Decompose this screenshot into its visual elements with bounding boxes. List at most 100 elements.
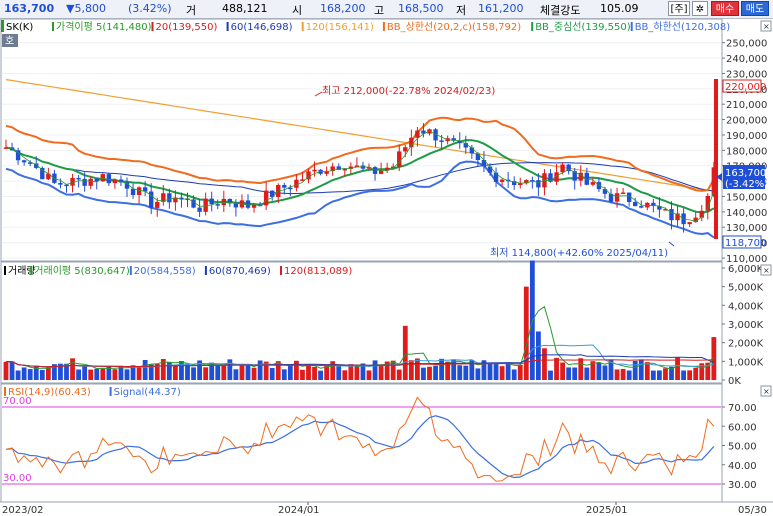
volume-tick-label: 0K (728, 376, 741, 387)
candle-body (336, 166, 341, 170)
candle-body (608, 193, 614, 202)
volume-bar (602, 365, 608, 380)
volume-bar (336, 366, 342, 380)
candle-body (64, 184, 69, 187)
candle-body (505, 179, 511, 182)
candle-body (633, 202, 638, 207)
candle-body (221, 198, 226, 206)
candle-body (457, 140, 462, 144)
close-icon: × (763, 266, 770, 275)
candle-body (294, 179, 299, 188)
high-label: 고 (374, 4, 385, 17)
legend-swatch (30, 266, 33, 275)
volume-bar (560, 362, 565, 380)
period-button[interactable]: [주] (668, 1, 690, 16)
candle-body (300, 179, 305, 181)
volume-bar (433, 365, 438, 380)
volume-bar (106, 366, 112, 380)
legend-entry: BB_하한선(120,308) (635, 20, 731, 33)
volume-bar (15, 370, 21, 380)
sell-button[interactable]: 매도 (741, 1, 769, 16)
candle-body (94, 178, 99, 182)
low-value: 161,200 (478, 2, 524, 15)
volume-bar (487, 363, 493, 380)
low-label: 저 (456, 4, 467, 17)
legend-swatch (4, 387, 6, 396)
volume-bar (251, 367, 257, 380)
x-label-start: 2023/02 (2, 505, 44, 516)
volume-bar (693, 367, 699, 380)
close-icon: × (763, 387, 770, 396)
quote-bar: 163,700 ▼5,800 (3.42%) 거 488,121 시 168,2… (0, 0, 773, 19)
volume-tick-label: 1,000K (728, 357, 764, 368)
candle-body (82, 178, 87, 186)
volume-bar (608, 359, 614, 380)
volume-bar (366, 370, 372, 380)
high-value: 168,500 (398, 2, 444, 15)
open-label: 시 (292, 4, 303, 17)
buy-button[interactable]: 매수 (711, 1, 739, 16)
volume-bar (378, 365, 384, 380)
volume-bar (324, 364, 330, 380)
candle-body (699, 210, 704, 218)
candle-body (536, 180, 541, 188)
volume-tick-label: 6,000K (728, 264, 764, 275)
candle-body (149, 191, 154, 208)
candle-body (112, 179, 118, 184)
volume-bar (76, 369, 81, 380)
volume-bar (517, 364, 523, 380)
volume-bar (578, 358, 584, 380)
volume-bar (681, 370, 686, 380)
volume-panel-close-button[interactable] (760, 264, 772, 276)
candle-body (391, 166, 396, 169)
price-panel-close-button[interactable] (760, 20, 772, 32)
candle-body (15, 150, 21, 161)
volume-bar (590, 361, 596, 380)
candle-body (590, 182, 596, 185)
candle-body (251, 204, 257, 208)
legend-entry: RSI(14,9)(60.43) (8, 387, 91, 398)
rsi-tick-label: 70.00 (728, 403, 757, 414)
legend-entry: 60(870,469) (209, 266, 271, 277)
ma5-line (5, 130, 715, 222)
candle-body (372, 167, 378, 174)
legend-swatch (109, 387, 112, 396)
legend-entry: 20(139,550) (156, 22, 218, 33)
candle-body (155, 201, 160, 208)
volume-bar (94, 368, 100, 380)
volume-bar (215, 365, 221, 380)
candle-body (663, 209, 668, 211)
price-axis: 250,000 240,000 230,000 220,000 210,000 200,0… (722, 39, 767, 265)
candle-body (518, 183, 523, 186)
volume-bar (136, 366, 142, 380)
volume-bar (300, 369, 305, 380)
candle-body (499, 179, 505, 182)
volume-bar (596, 362, 602, 380)
gear-icon[interactable]: ✲ (692, 1, 708, 16)
price-tick-label: 150,000 (726, 192, 767, 203)
volume-bar (179, 360, 184, 380)
candle-body (572, 171, 577, 181)
candle-body (620, 192, 626, 195)
candle-body (118, 179, 124, 183)
volume-bar (130, 365, 136, 380)
rsi-panel-close-button[interactable] (760, 385, 772, 397)
candle-body (548, 173, 553, 182)
current-price-pointer-icon (716, 173, 722, 181)
candle-body (185, 198, 190, 200)
price-legend: SK(K) 가격이평 5(141,480) 20(139,550) 60(146,6… (1, 20, 730, 33)
candle-body (233, 203, 239, 208)
volume-bar (64, 363, 69, 380)
today-range-bar (714, 79, 718, 239)
candle-body (70, 177, 75, 186)
candle-body (469, 147, 475, 154)
legend-swatch (226, 22, 229, 31)
candle-body (34, 163, 39, 168)
volume-bar (245, 365, 251, 380)
volume-bar (523, 286, 529, 380)
rsi-tick-label: 30.00 (728, 480, 757, 491)
high-annotation: 최고 212,000(-22.78% 2024/02/23) (322, 85, 495, 97)
candle-body (179, 197, 184, 200)
